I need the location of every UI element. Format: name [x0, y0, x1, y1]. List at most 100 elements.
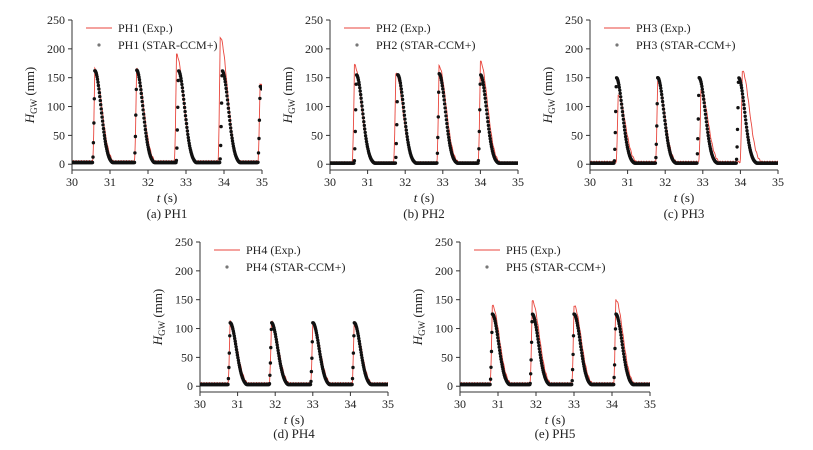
- legend-sim-label: PH2 (STAR-CCM+): [376, 38, 476, 52]
- sim-point: [357, 80, 361, 84]
- sim-point: [360, 104, 364, 108]
- sim-point: [571, 352, 575, 357]
- x-tick-label: 31: [622, 175, 634, 189]
- sim-point: [498, 354, 503, 359]
- sim-point: [358, 345, 362, 349]
- sim-point: [186, 135, 190, 140]
- x-tick-label: 35: [772, 175, 784, 189]
- sim-point: [90, 160, 95, 165]
- y-tick-label: 250: [565, 13, 583, 27]
- sim-point: [622, 355, 626, 359]
- sim-point: [274, 335, 278, 339]
- panel-caption: (a) PH1: [147, 206, 188, 221]
- sim-point: [353, 147, 357, 151]
- sim-point: [695, 161, 699, 165]
- sim-point: [619, 95, 623, 99]
- sim-point: [359, 353, 364, 357]
- sim-point: [310, 356, 314, 360]
- sim-point: [621, 117, 626, 122]
- sim-point: [99, 103, 103, 107]
- legend-exp-label: PH2 (Exp.): [376, 21, 431, 35]
- chart-panel-3: 30 31 32 33 34 35 0 50 100 150 200 250 t (s) HGW (mm)…: [540, 13, 784, 221]
- y-tick-label: 0: [317, 157, 323, 171]
- sim-point: [442, 94, 446, 98]
- sim-point: [613, 327, 618, 331]
- sim-point: [175, 146, 179, 150]
- sim-point: [277, 354, 281, 358]
- sim-point: [400, 90, 404, 94]
- sim-point: [529, 358, 533, 362]
- sim-point: [576, 326, 580, 330]
- sim-point: [580, 351, 584, 355]
- series-sim-markers: [590, 76, 778, 165]
- sim-point: [619, 333, 623, 337]
- sim-point: [538, 350, 542, 354]
- y-tick-label: 100: [435, 322, 453, 336]
- sim-point: [488, 134, 492, 138]
- sim-point: [537, 343, 541, 348]
- sim-point: [437, 90, 441, 94]
- sim-point: [133, 134, 138, 139]
- sim-point: [655, 102, 659, 106]
- x-tick-label: 33: [307, 397, 319, 411]
- sim-point: [575, 321, 579, 325]
- sim-point: [99, 107, 103, 111]
- sim-point: [705, 123, 709, 128]
- sim-point: [696, 137, 700, 141]
- y-tick-label: 50: [571, 128, 583, 142]
- sim-point: [497, 342, 501, 346]
- sim-point: [741, 95, 745, 100]
- sim-point: [176, 105, 180, 110]
- y-tick-label: 250: [435, 235, 453, 249]
- sim-point: [356, 334, 361, 338]
- sim-point: [482, 89, 486, 93]
- sim-point: [401, 105, 406, 110]
- sim-point: [350, 382, 354, 387]
- sim-point: [617, 324, 622, 328]
- sim-point: [318, 355, 323, 359]
- sim-point: [496, 339, 500, 343]
- sim-point: [735, 127, 740, 132]
- sim-point: [744, 125, 749, 129]
- sim-point: [707, 136, 711, 141]
- sim-point: [481, 80, 485, 84]
- sim-point: [357, 339, 361, 343]
- sim-point: [386, 382, 388, 387]
- sim-point: [740, 92, 745, 96]
- sim-point: [435, 161, 439, 165]
- sim-point: [102, 130, 106, 134]
- sim-point: [476, 159, 481, 163]
- sim-point: [308, 382, 313, 387]
- chart-panel-5: 30 31 32 33 34 35 0 50 100 150 200 250 t (s) HGW (mm)…: [410, 235, 656, 441]
- sim-point: [358, 86, 362, 90]
- x-tick-label: 31: [104, 175, 116, 189]
- sim-point: [233, 342, 238, 346]
- sim-point: [358, 89, 362, 93]
- y-tick-label: 200: [305, 42, 323, 56]
- sim-point: [275, 340, 279, 344]
- sim-point: [486, 123, 491, 128]
- sim-point: [571, 334, 576, 338]
- sim-point: [707, 139, 711, 144]
- sim-point: [176, 78, 180, 83]
- sim-point: [577, 332, 581, 336]
- sim-point: [621, 346, 625, 350]
- sim-point: [703, 112, 708, 116]
- sim-point: [696, 117, 700, 121]
- sim-point: [364, 139, 369, 144]
- series-sim-markers: [72, 68, 262, 165]
- sim-point: [570, 379, 574, 383]
- sim-point: [443, 110, 448, 114]
- sim-point: [234, 345, 238, 349]
- sim-point: [218, 160, 222, 165]
- sim-point: [137, 78, 142, 82]
- sim-point: [776, 161, 778, 165]
- sim-point: [360, 108, 365, 112]
- sim-point: [446, 132, 450, 136]
- chart-panel-1: 30 31 32 33 34 35 0 50 100 150 200 250 t (s) HGW (mm)…: [22, 13, 268, 221]
- sim-point: [229, 133, 234, 137]
- sim-point: [612, 159, 617, 163]
- sim-point: [439, 78, 444, 83]
- sim-point: [317, 344, 321, 348]
- sim-point: [317, 346, 321, 351]
